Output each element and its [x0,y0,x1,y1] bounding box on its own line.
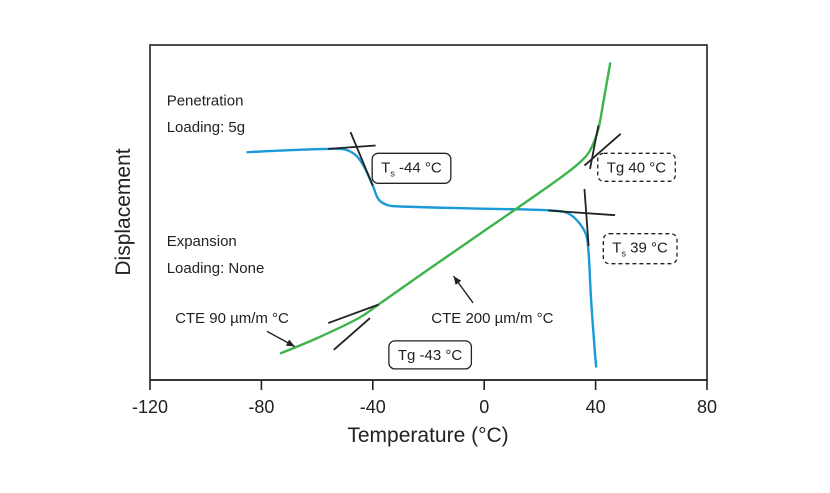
annotation-text: CTE 90 µm/m °C [175,310,289,327]
boxed-label: Ts -44 °C [371,152,452,184]
annotation-arrowhead [285,339,295,347]
annotation-arrowhead [453,276,462,285]
tangent-line [583,133,622,167]
series-line-0 [246,147,598,368]
x-tick-label: -80 [248,397,274,417]
annotation-text: Expansion [167,233,237,250]
boxed-label-text: Ts -44 °C [381,159,442,178]
y-axis-label: Displacement [112,148,135,275]
annotations: Penetration Loading: 5g Expansion Loading: … [167,92,554,348]
annotation-text: CTE 200 µm/m °C [431,310,553,327]
annotation-text: Loading: 5g [167,119,245,136]
annotation-text: Penetration [167,92,244,109]
tangent-line [333,317,371,351]
x-tick-label: 0 [479,397,489,417]
boxed-label-text: Tg 40 °C [607,159,667,176]
tangent-line [589,125,600,170]
boxed-label-text: Ts 39 °C [612,240,668,259]
boxed-label-frame [388,340,473,370]
curves [246,62,612,368]
tangent-line [328,144,376,150]
annotation-text: Loading: None [167,260,265,277]
x-axis-label: Temperature (°C) [347,424,508,447]
x-tick-label: -120 [132,397,168,417]
boxed-label-frame [597,152,676,182]
series-line-1 [279,62,612,355]
tangent-line [327,303,379,324]
tangent-lines [327,125,622,351]
x-tick-label: 80 [697,397,717,417]
x-axis: -120 -80 -40 0 40 80 [132,379,717,417]
boxed-label-text: Tg -43 °C [398,347,463,364]
tangent-line [548,209,616,217]
x-tick-label: -40 [360,397,386,417]
boxed-labels: Ts -44 °C Tg 40 °C Ts 39 °C Tg -43 °C [371,152,678,370]
boxed-label: Ts 39 °C [602,233,678,265]
boxed-label: Tg -43 °C [388,340,473,370]
x-tick-label: 40 [586,397,606,417]
boxed-label-frame [602,233,678,265]
boxed-label: Tg 40 °C [597,152,676,182]
boxed-label-frame [371,152,452,184]
tangent-line [349,131,374,187]
tangent-line [583,188,590,247]
